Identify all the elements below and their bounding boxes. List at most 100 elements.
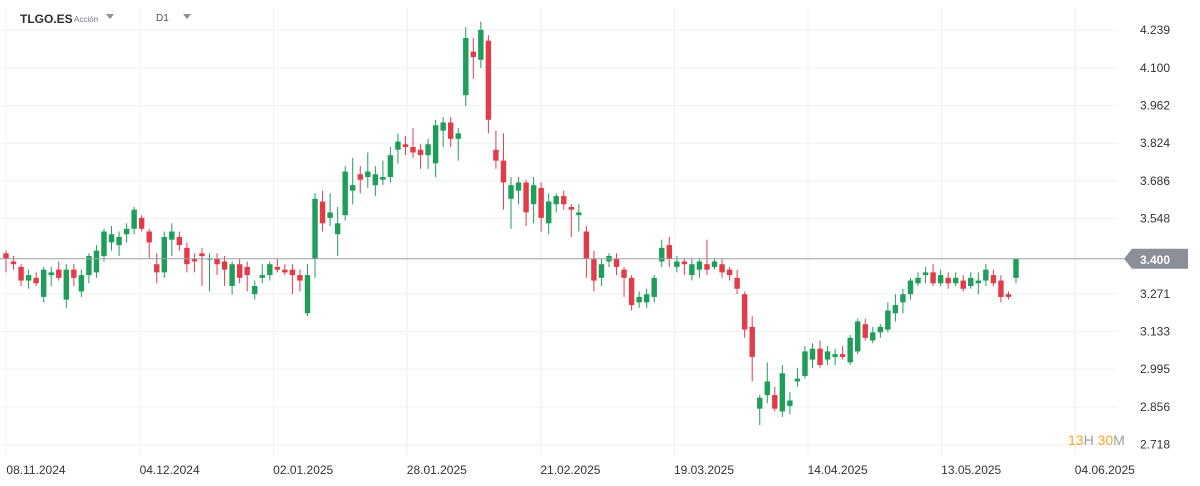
candle-up [598, 258, 605, 287]
axes: 4.239 4.100 3.962 3.824 3.686 3.548 3.271 3.133… [0, 23, 1188, 477]
candle-up [824, 345, 831, 366]
candle-down [244, 261, 250, 292]
candle-up [267, 261, 273, 281]
timeframe-dropdown-chevron-down-icon[interactable] [183, 14, 191, 19]
candle-body [636, 296, 642, 303]
y-tick-label: 3.824 [1140, 136, 1170, 150]
candle-up [545, 193, 552, 235]
candle-body [161, 236, 167, 273]
candle-down [998, 275, 1004, 303]
y-tick-label: 4.239 [1140, 23, 1170, 37]
candle-body [538, 187, 544, 218]
candle-body [839, 354, 846, 357]
candle-body [681, 261, 688, 265]
candle-body [779, 373, 786, 412]
candle-down [184, 242, 190, 273]
candle-up [892, 294, 899, 322]
timeframe-selector[interactable]: D1 [156, 13, 169, 24]
candle-body [214, 258, 220, 265]
candle-body [689, 264, 695, 276]
candle-up [553, 193, 559, 213]
candle-up [794, 367, 801, 387]
candle-body [25, 275, 32, 281]
candle-body [598, 264, 605, 278]
candle-body [824, 351, 831, 360]
candle-up [161, 231, 167, 278]
candle-down [726, 266, 733, 281]
candle-body [289, 269, 296, 276]
candle-up [847, 335, 853, 366]
candle-body [651, 277, 657, 297]
candle-up [576, 204, 582, 232]
candle-body [885, 310, 891, 330]
candle-body [508, 185, 514, 199]
candle-body [719, 264, 725, 273]
candle-down [485, 35, 492, 134]
candle-body [915, 277, 921, 284]
candle-up [387, 147, 394, 183]
candle-down [960, 275, 966, 292]
candle-down [357, 166, 363, 194]
candle-body [274, 266, 281, 270]
candle-body [252, 286, 258, 295]
candle-body [199, 253, 205, 257]
chart-toolbar: TLGO.ES Acción D1 [0, 0, 1100, 36]
x-tick-label: 28.01.2025 [407, 463, 467, 477]
candle-up [116, 231, 122, 257]
candle-down [146, 228, 152, 259]
candle-up [1013, 258, 1019, 284]
candle-body [1005, 294, 1012, 297]
candle-up [885, 302, 891, 333]
candle-body [116, 236, 122, 246]
countdown-hours: 13 [1068, 432, 1084, 448]
symbol-dropdown-chevron-down-icon[interactable] [106, 14, 114, 19]
candle-down [862, 318, 868, 341]
candle-body [146, 231, 152, 243]
candle-body [960, 280, 966, 289]
candle-body [40, 269, 47, 297]
chart-grid [0, 8, 1118, 455]
candle-body [78, 275, 85, 292]
candle-body [176, 236, 183, 246]
candle-body [530, 185, 537, 205]
candles [3, 21, 1019, 426]
candle-up [764, 362, 770, 404]
candle-down [10, 256, 17, 270]
candle-body [3, 253, 9, 259]
candle-body [734, 277, 740, 289]
candle-up [342, 166, 348, 221]
candle-up [350, 157, 356, 205]
candle-up [304, 264, 311, 316]
candle-body [221, 261, 228, 270]
candle-body [154, 264, 160, 273]
candle-body [319, 201, 326, 224]
y-tick-label: 2.995 [1140, 362, 1170, 376]
x-tick-label: 13.05.2025 [941, 463, 1001, 477]
candle-body [561, 196, 567, 205]
candle-body [463, 37, 469, 96]
candle-body [395, 141, 401, 150]
candle-body [86, 256, 92, 276]
candle-body [553, 196, 559, 205]
candle-body [372, 174, 379, 186]
candle-down [741, 291, 748, 338]
candle-body [417, 149, 424, 156]
candle-body [244, 266, 250, 276]
candle-down [493, 130, 499, 169]
candle-body [71, 269, 77, 278]
candle-down [221, 256, 228, 287]
candle-up [478, 21, 484, 68]
candle-down [71, 264, 77, 287]
candle-down [236, 258, 243, 284]
candle-up [855, 318, 861, 355]
candle-up [643, 288, 650, 308]
candle-down [583, 226, 590, 278]
candle-up [101, 228, 107, 262]
candle-down [613, 253, 620, 276]
candle-up [757, 395, 763, 426]
candle-body [500, 160, 507, 183]
candle-body [425, 144, 431, 156]
candle-down [297, 269, 303, 292]
candle-up [877, 324, 884, 338]
